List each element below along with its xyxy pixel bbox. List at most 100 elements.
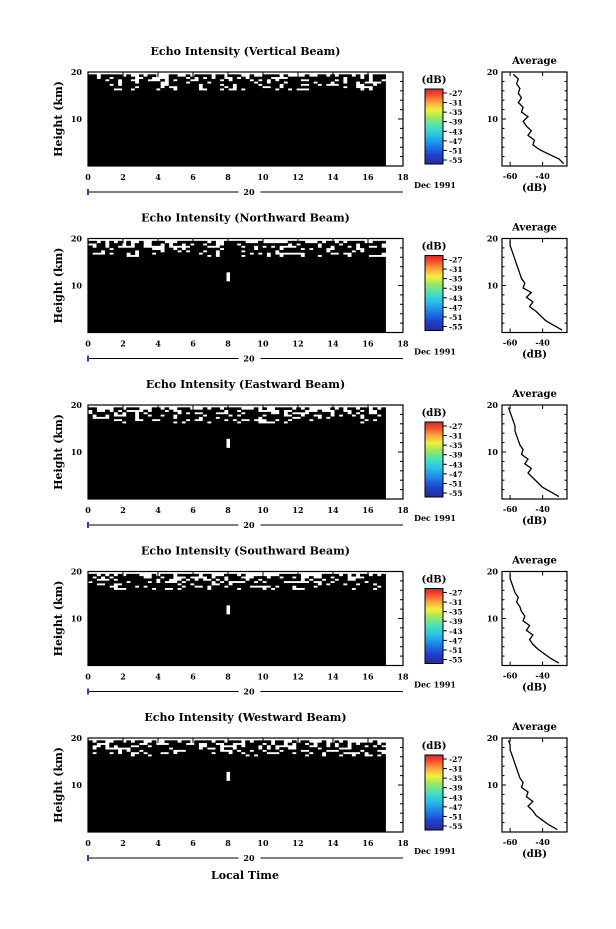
colorbar-label: -47: [449, 303, 463, 312]
colorbar-label: -35: [449, 774, 463, 783]
average-profile-line: [507, 407, 560, 498]
colorbar-label: -51: [449, 646, 463, 655]
colorbar-label: -39: [449, 784, 463, 793]
x-tick-label: 2: [120, 172, 126, 182]
colorbar-label: -35: [449, 441, 463, 450]
colorbar-label: -39: [449, 617, 463, 626]
colorbar-label: -55: [449, 656, 463, 665]
x-axis-label: Local Time: [211, 869, 279, 882]
x-tick-label: 14: [327, 838, 339, 848]
x-tick-label: 12: [292, 838, 303, 848]
average-y-tick-label: 10: [487, 281, 499, 291]
month-label: Dec 1991: [414, 513, 456, 523]
x-tick-label: 12: [292, 505, 303, 515]
heatmap: [88, 74, 386, 167]
colorbar-label: -31: [449, 99, 463, 108]
y-tick-label: 10: [71, 614, 83, 624]
x-tick-label: 18: [397, 838, 409, 848]
colorbar-label: -27: [449, 755, 463, 764]
date-label: 20: [243, 853, 255, 863]
heatmap: [88, 407, 386, 500]
average-y-tick-label: 20: [487, 234, 499, 244]
y-tick-label: 10: [71, 114, 83, 124]
average-frame: [501, 71, 568, 167]
average-x-tick-label: -40: [535, 338, 550, 348]
x-tick-label: 2: [120, 339, 126, 349]
average-title: Average: [511, 56, 557, 67]
colorbar: [424, 588, 444, 664]
colorbar-label: -39: [449, 451, 463, 460]
colorbar-label: -55: [449, 489, 463, 498]
average-x-tick-label: -60: [503, 837, 518, 847]
y-tick-label: 20: [71, 67, 83, 77]
x-tick-label: 12: [292, 172, 303, 182]
date-label: 20: [243, 354, 255, 364]
average-xlabel: (dB): [522, 849, 547, 860]
average-profile-line: [507, 740, 558, 831]
x-tick-label: 18: [397, 505, 409, 515]
x-tick-label: 10: [257, 672, 269, 682]
average-x-tick-label: -40: [535, 171, 550, 181]
colorbar-unit: (dB): [422, 75, 447, 86]
panel-2: Echo Intensity (Northward Beam) 0 2 4 6 8 10 12…: [52, 212, 568, 364]
y-axis-label: Height (km): [52, 747, 65, 823]
average-profile-line: [509, 240, 563, 331]
average-title: Average: [511, 389, 557, 400]
average-y-tick-label: 20: [487, 400, 499, 410]
y-tick-label: 10: [71, 780, 83, 790]
y-axis-label: Height (km): [52, 248, 65, 324]
average-title: Average: [511, 722, 557, 733]
average-x-tick-label: -60: [503, 671, 518, 681]
average-xlabel: (dB): [522, 516, 547, 527]
colorbar-label: -35: [449, 108, 463, 117]
y-axis-label: Height (km): [52, 81, 65, 157]
x-tick-label: 8: [225, 838, 231, 848]
colorbar: [424, 255, 444, 331]
x-tick-label: 18: [397, 672, 409, 682]
x-tick-label: 0: [85, 838, 91, 848]
average-profile-line: [509, 573, 560, 664]
y-tick-label: 20: [71, 567, 83, 577]
date-label: 20: [243, 687, 255, 697]
average-x-tick-label: -40: [535, 837, 550, 847]
x-tick-label: 6: [190, 672, 196, 682]
colorbar-unit: (dB): [422, 242, 447, 253]
average-x-tick-label: -60: [503, 338, 518, 348]
colorbar-label: -27: [449, 89, 463, 98]
x-tick-label: 18: [397, 172, 409, 182]
colorbar-label: -43: [449, 627, 463, 636]
average-y-tick-label: 20: [487, 733, 499, 743]
x-tick-label: 6: [190, 339, 196, 349]
x-tick-label: 10: [257, 838, 269, 848]
heatmap: [88, 740, 386, 833]
y-tick-label: 10: [71, 447, 83, 457]
x-tick-label: 16: [362, 172, 374, 182]
colorbar-unit: (dB): [422, 408, 447, 419]
x-tick-label: 14: [327, 339, 339, 349]
x-tick-label: 6: [190, 505, 196, 515]
y-axis-label: Height (km): [52, 414, 65, 490]
y-tick-label: 20: [71, 400, 83, 410]
x-tick-label: 16: [362, 505, 374, 515]
average-xlabel: (dB): [522, 683, 547, 694]
colorbar-label: -55: [449, 323, 463, 332]
colorbar-label: -55: [449, 156, 463, 165]
x-tick-label: 4: [155, 339, 161, 349]
panel-4: Echo Intensity (Southward Beam) 0 2 4 6 8 10 12…: [52, 545, 568, 697]
x-tick-label: 8: [225, 505, 231, 515]
x-tick-label: 14: [327, 172, 339, 182]
x-tick-label: 2: [120, 672, 126, 682]
x-tick-label: 2: [120, 838, 126, 848]
colorbar-label: -51: [449, 812, 463, 821]
x-tick-label: 12: [292, 339, 303, 349]
date-label-bg: [238, 353, 261, 364]
x-tick-label: 0: [85, 672, 91, 682]
colorbar-label: -35: [449, 608, 463, 617]
colorbar: [424, 421, 444, 498]
heatmap: [88, 573, 386, 666]
x-tick-label: 0: [85, 505, 91, 515]
x-tick-label: 0: [85, 172, 91, 182]
x-tick-label: 4: [155, 172, 161, 182]
y-tick-label: 20: [71, 234, 83, 244]
